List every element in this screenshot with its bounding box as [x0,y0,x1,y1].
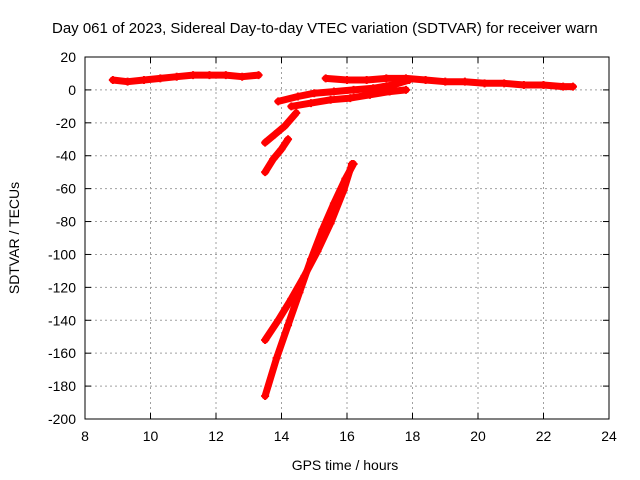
data-point [238,72,247,81]
data-point [568,82,577,91]
data-point [274,316,283,325]
data-point [270,130,279,139]
x-axis: 8 10 12 14 16 18 20 22 24 [81,57,617,444]
data-point [310,89,319,98]
y-tick-label: -100 [48,246,76,262]
data-point [460,77,469,86]
data-point [306,255,315,264]
data-point [123,77,132,86]
data-point [189,71,198,80]
data-point [519,80,528,89]
y-tick-label: 20 [60,49,76,65]
y-tick-label: -200 [48,411,76,427]
data-point [205,71,214,80]
series-line [261,109,300,147]
series-arc1 [108,71,263,86]
x-tick-label: 8 [81,428,89,444]
data-point [306,99,315,108]
data-point [388,80,397,89]
chart-title: Day 061 of 2023, Sidereal Day-to-day VTE… [52,20,598,37]
series-arc5 [261,108,301,147]
data-point [480,79,489,88]
data-point [261,336,270,345]
data-point [274,97,283,106]
y-tick-label: 0 [68,82,76,98]
data-point [318,225,327,234]
data-point [346,94,355,103]
x-tick-label: 22 [536,428,552,444]
y-tick-label: -40 [56,148,76,164]
data-point [293,92,302,101]
data-point [405,76,414,85]
y-tick-label: -80 [56,214,76,230]
x-tick-label: 16 [339,428,355,444]
y-tick-label: -120 [48,279,76,295]
series-line [109,71,263,86]
data-point [292,108,301,117]
data-point [343,76,351,85]
data-point [261,168,270,177]
y-axis-label: SDTVAR / TECUs [6,182,22,294]
x-tick-label: 18 [405,428,421,444]
data-point [277,145,286,154]
data-point [329,87,338,96]
x-tick-label: 24 [601,428,617,444]
data-point [280,122,289,131]
data-point [269,155,278,164]
series-layer [108,71,577,400]
data-point [108,76,117,85]
data-point [441,77,450,86]
series-arc4 [287,85,410,111]
x-axis-label: GPS time / hours [292,457,399,473]
x-tick-label: 20 [470,428,486,444]
y-tick-label: -160 [48,345,76,361]
data-point [326,95,335,104]
data-point [365,90,374,99]
y-axis: 20 0 -20 -40 -60 -80 -100 -120 -140 -160 -180 -200 [48,49,609,427]
data-point [261,391,270,400]
x-tick-label: 14 [274,428,290,444]
data-point [261,138,270,147]
data-point [401,85,410,94]
data-point [156,74,165,83]
y-tick-label: -140 [48,312,76,328]
y-tick-label: -180 [48,378,76,394]
data-point [421,76,430,85]
y-tick-label: -20 [56,115,76,131]
data-point [284,135,293,144]
data-point [362,76,371,85]
data-point [539,80,548,89]
grid [85,57,609,419]
data-point [385,87,394,96]
data-point [295,288,304,297]
data-point [321,74,330,83]
data-point [500,79,509,88]
data-point [139,76,148,85]
data-point [272,354,281,363]
series-arc8 [261,159,358,400]
series-arc2 [321,74,577,91]
y-tick-label: -60 [56,181,76,197]
data-point [349,159,358,168]
series-line [261,135,292,176]
data-point [254,71,263,80]
data-point [341,174,350,183]
data-point [221,71,230,80]
data-point [382,74,391,83]
data-point [284,321,293,330]
x-tick-label: 12 [208,428,224,444]
data-point [329,199,338,208]
series-arc6 [261,135,293,177]
data-point [172,72,181,81]
data-point [349,85,358,94]
data-point [287,102,296,111]
x-tick-label: 10 [143,428,159,444]
data-point [559,82,568,91]
